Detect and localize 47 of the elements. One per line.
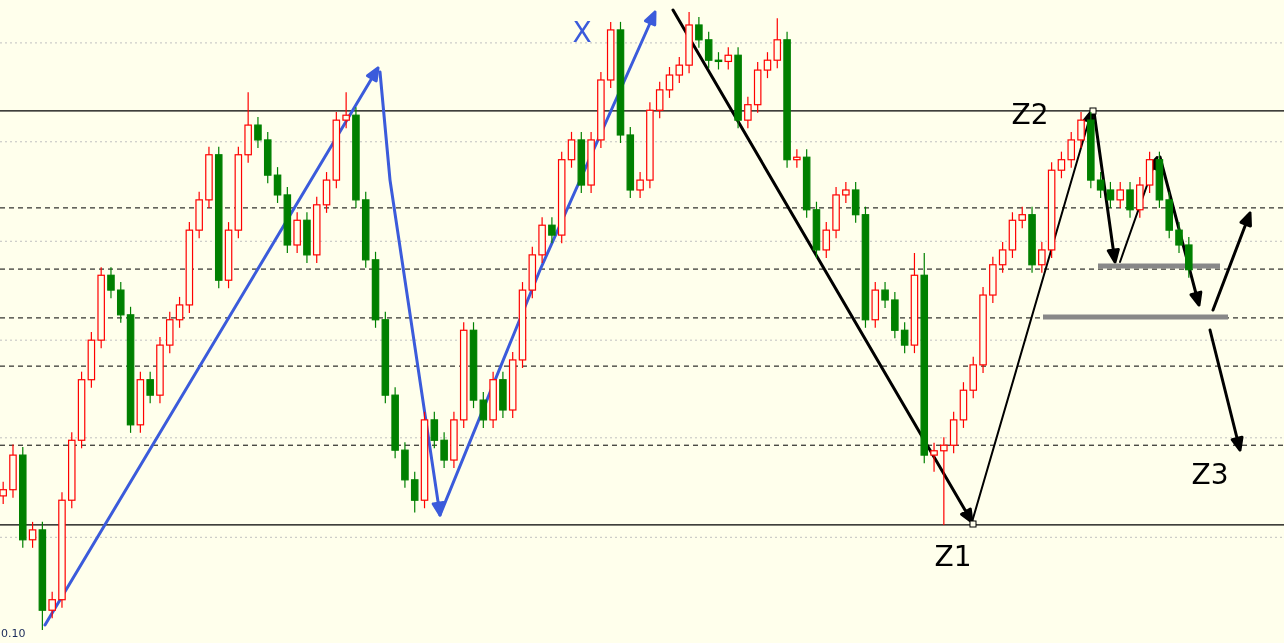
annotation: Z3 <box>1191 458 1229 491</box>
candlestick <box>655 81 664 119</box>
candlestick <box>146 371 154 404</box>
candlestick <box>695 16 703 49</box>
candlestick <box>636 171 644 199</box>
candlestick <box>440 431 448 469</box>
candlestick <box>881 281 889 309</box>
candlestick <box>567 131 576 169</box>
candlestick <box>1116 181 1125 209</box>
candlestick <box>479 391 488 429</box>
candlestick <box>410 471 419 514</box>
candlestick <box>822 221 831 259</box>
candlestick <box>254 116 262 149</box>
candlestick <box>793 148 801 169</box>
candlestick <box>107 266 115 299</box>
annotation: X <box>572 16 592 49</box>
candlestick <box>1057 151 1066 179</box>
candlestick <box>1018 206 1027 229</box>
candlestick <box>665 66 674 99</box>
candlestick <box>1077 111 1085 149</box>
candlestick <box>1175 221 1183 254</box>
candlestick <box>175 296 184 329</box>
candlestick <box>1038 241 1046 274</box>
candlestick <box>28 521 37 549</box>
candlestick <box>998 241 1007 274</box>
candlestick <box>763 51 772 79</box>
candlestick <box>1096 171 1105 199</box>
candlestick <box>704 31 713 69</box>
candlestick <box>48 591 56 619</box>
annotation: 0.10 <box>1 627 26 640</box>
candlestick <box>940 436 948 526</box>
candlestick <box>1067 131 1076 169</box>
candlestick <box>930 442 938 473</box>
candlestick <box>675 56 684 84</box>
candlestick <box>842 181 850 204</box>
candlestick <box>342 91 350 129</box>
candlestick <box>273 166 282 204</box>
candlestick <box>724 46 733 71</box>
candlestick <box>744 96 752 129</box>
candlestick <box>0 481 7 505</box>
candlestick <box>430 411 439 449</box>
candlestick <box>1106 181 1115 209</box>
candlestick <box>1126 181 1134 219</box>
candlestick <box>900 321 909 354</box>
candlestick <box>548 216 556 244</box>
annotation: Z1 <box>934 540 972 573</box>
candlestick <box>773 17 782 69</box>
